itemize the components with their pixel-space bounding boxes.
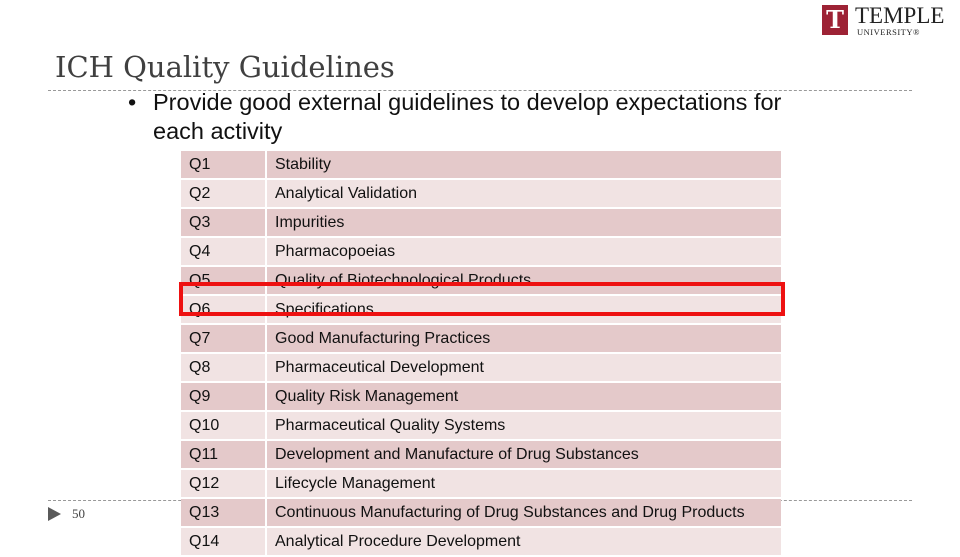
table-row: Q6 Specifications — [181, 295, 781, 325]
table-row: Q10 Pharmaceutical Quality Systems — [181, 411, 781, 441]
guideline-code: Q6 — [181, 295, 267, 325]
guideline-code: Q14 — [181, 527, 267, 557]
bullet-list: Provide good external guidelines to deve… — [128, 88, 818, 146]
guideline-topic: Impurities — [266, 208, 781, 238]
bullet: Provide good external guidelines to deve… — [128, 88, 818, 146]
footer-arrow — [48, 507, 61, 521]
highlight-box — [179, 282, 785, 316]
guideline-code: Q7 — [181, 324, 267, 354]
table-row: Q8 Pharmaceutical Development — [181, 353, 781, 383]
logo-icon: T — [822, 5, 848, 35]
table-row: Q1 Stability — [181, 151, 781, 180]
guideline-code: Q5 — [181, 266, 267, 296]
table-row: Q9 Quality Risk Management — [181, 382, 781, 412]
guideline-code: Q13 — [181, 498, 267, 528]
logo-name: TEMPLE — [855, 3, 945, 28]
guideline-topic: Good Manufacturing Practices — [266, 324, 781, 354]
table-row: Q12 Lifecycle Management — [181, 469, 781, 499]
table-row: Q2 Analytical Validation — [181, 179, 781, 209]
guideline-code: Q11 — [181, 440, 267, 470]
guideline-topic: Analytical Procedure Development — [266, 527, 781, 557]
table-row: Q3 Impurities — [181, 208, 781, 238]
slide-title: ICH Quality Guidelines — [55, 50, 395, 84]
guideline-topic: Specifications — [266, 295, 781, 325]
guideline-topic: Lifecycle Management — [266, 469, 781, 499]
guideline-code: Q4 — [181, 237, 267, 267]
slide: T TEMPLE UNIVERSITY® ICH Quality Guideli… — [0, 0, 960, 540]
guideline-code: Q3 — [181, 208, 267, 238]
page-number: 50 — [72, 506, 85, 521]
guideline-code: Q9 — [181, 382, 267, 412]
guideline-code: Q12 — [181, 469, 267, 499]
guideline-code: Q10 — [181, 411, 267, 441]
guideline-topic: Pharmaceutical Development — [266, 353, 781, 383]
guideline-topic: Analytical Validation — [266, 179, 781, 209]
logo-subtitle: UNIVERSITY® — [857, 27, 920, 37]
guideline-topic: Development and Manufacture of Drug Subs… — [266, 440, 781, 470]
table-row: Q13 Continuous Manufacturing of Drug Subs… — [181, 498, 781, 528]
table-row: Q7 Good Manufacturing Practices — [181, 324, 781, 354]
table-row: Q11 Development and Manufacture of Drug S… — [181, 440, 781, 470]
guideline-topic: Pharmacopoeias — [266, 237, 781, 267]
guideline-code: Q1 — [181, 151, 267, 180]
table-row: Q14 Analytical Procedure Development — [181, 527, 781, 557]
guideline-code: Q2 — [181, 179, 267, 209]
table-row: Q4 Pharmacopoeias — [181, 237, 781, 267]
guideline-code: Q8 — [181, 353, 267, 383]
guidelines-table: Q1 Stability Q2 Analytical Validation Q3 Impu… — [181, 151, 781, 557]
guideline-topic: Stability — [266, 151, 781, 180]
guideline-topic: Quality Risk Management — [266, 382, 781, 412]
guideline-topic: Pharmaceutical Quality Systems — [266, 411, 781, 441]
guideline-topic: Continuous Manufacturing of Drug Substan… — [266, 498, 781, 528]
